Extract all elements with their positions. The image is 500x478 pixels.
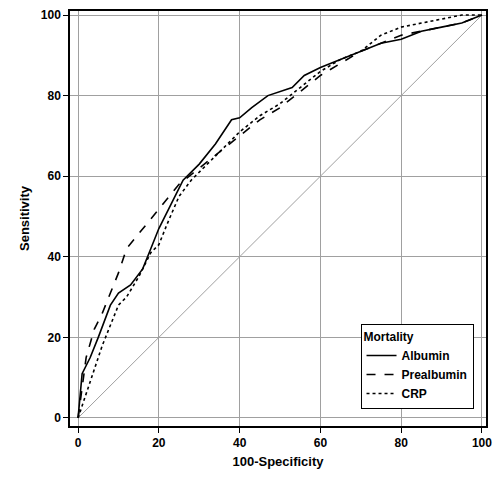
svg-text:100: 100 <box>41 8 61 22</box>
svg-text:40: 40 <box>47 250 61 264</box>
svg-text:60: 60 <box>47 169 61 183</box>
svg-text:20: 20 <box>152 436 166 450</box>
svg-text:100: 100 <box>472 436 492 450</box>
svg-text:Sensitivity: Sensitivity <box>17 185 32 251</box>
svg-text:80: 80 <box>47 89 61 103</box>
svg-text:80: 80 <box>395 436 409 450</box>
svg-text:Mortality: Mortality <box>364 330 414 344</box>
svg-text:0: 0 <box>75 436 82 450</box>
svg-text:0: 0 <box>54 411 61 425</box>
svg-text:CRP: CRP <box>402 387 427 401</box>
svg-text:100-Specificity: 100-Specificity <box>232 454 324 469</box>
svg-text:20: 20 <box>47 331 61 345</box>
svg-text:40: 40 <box>233 436 247 450</box>
svg-text:60: 60 <box>314 436 328 450</box>
svg-text:Albumin: Albumin <box>402 349 450 363</box>
svg-text:Prealbumin: Prealbumin <box>402 368 467 382</box>
